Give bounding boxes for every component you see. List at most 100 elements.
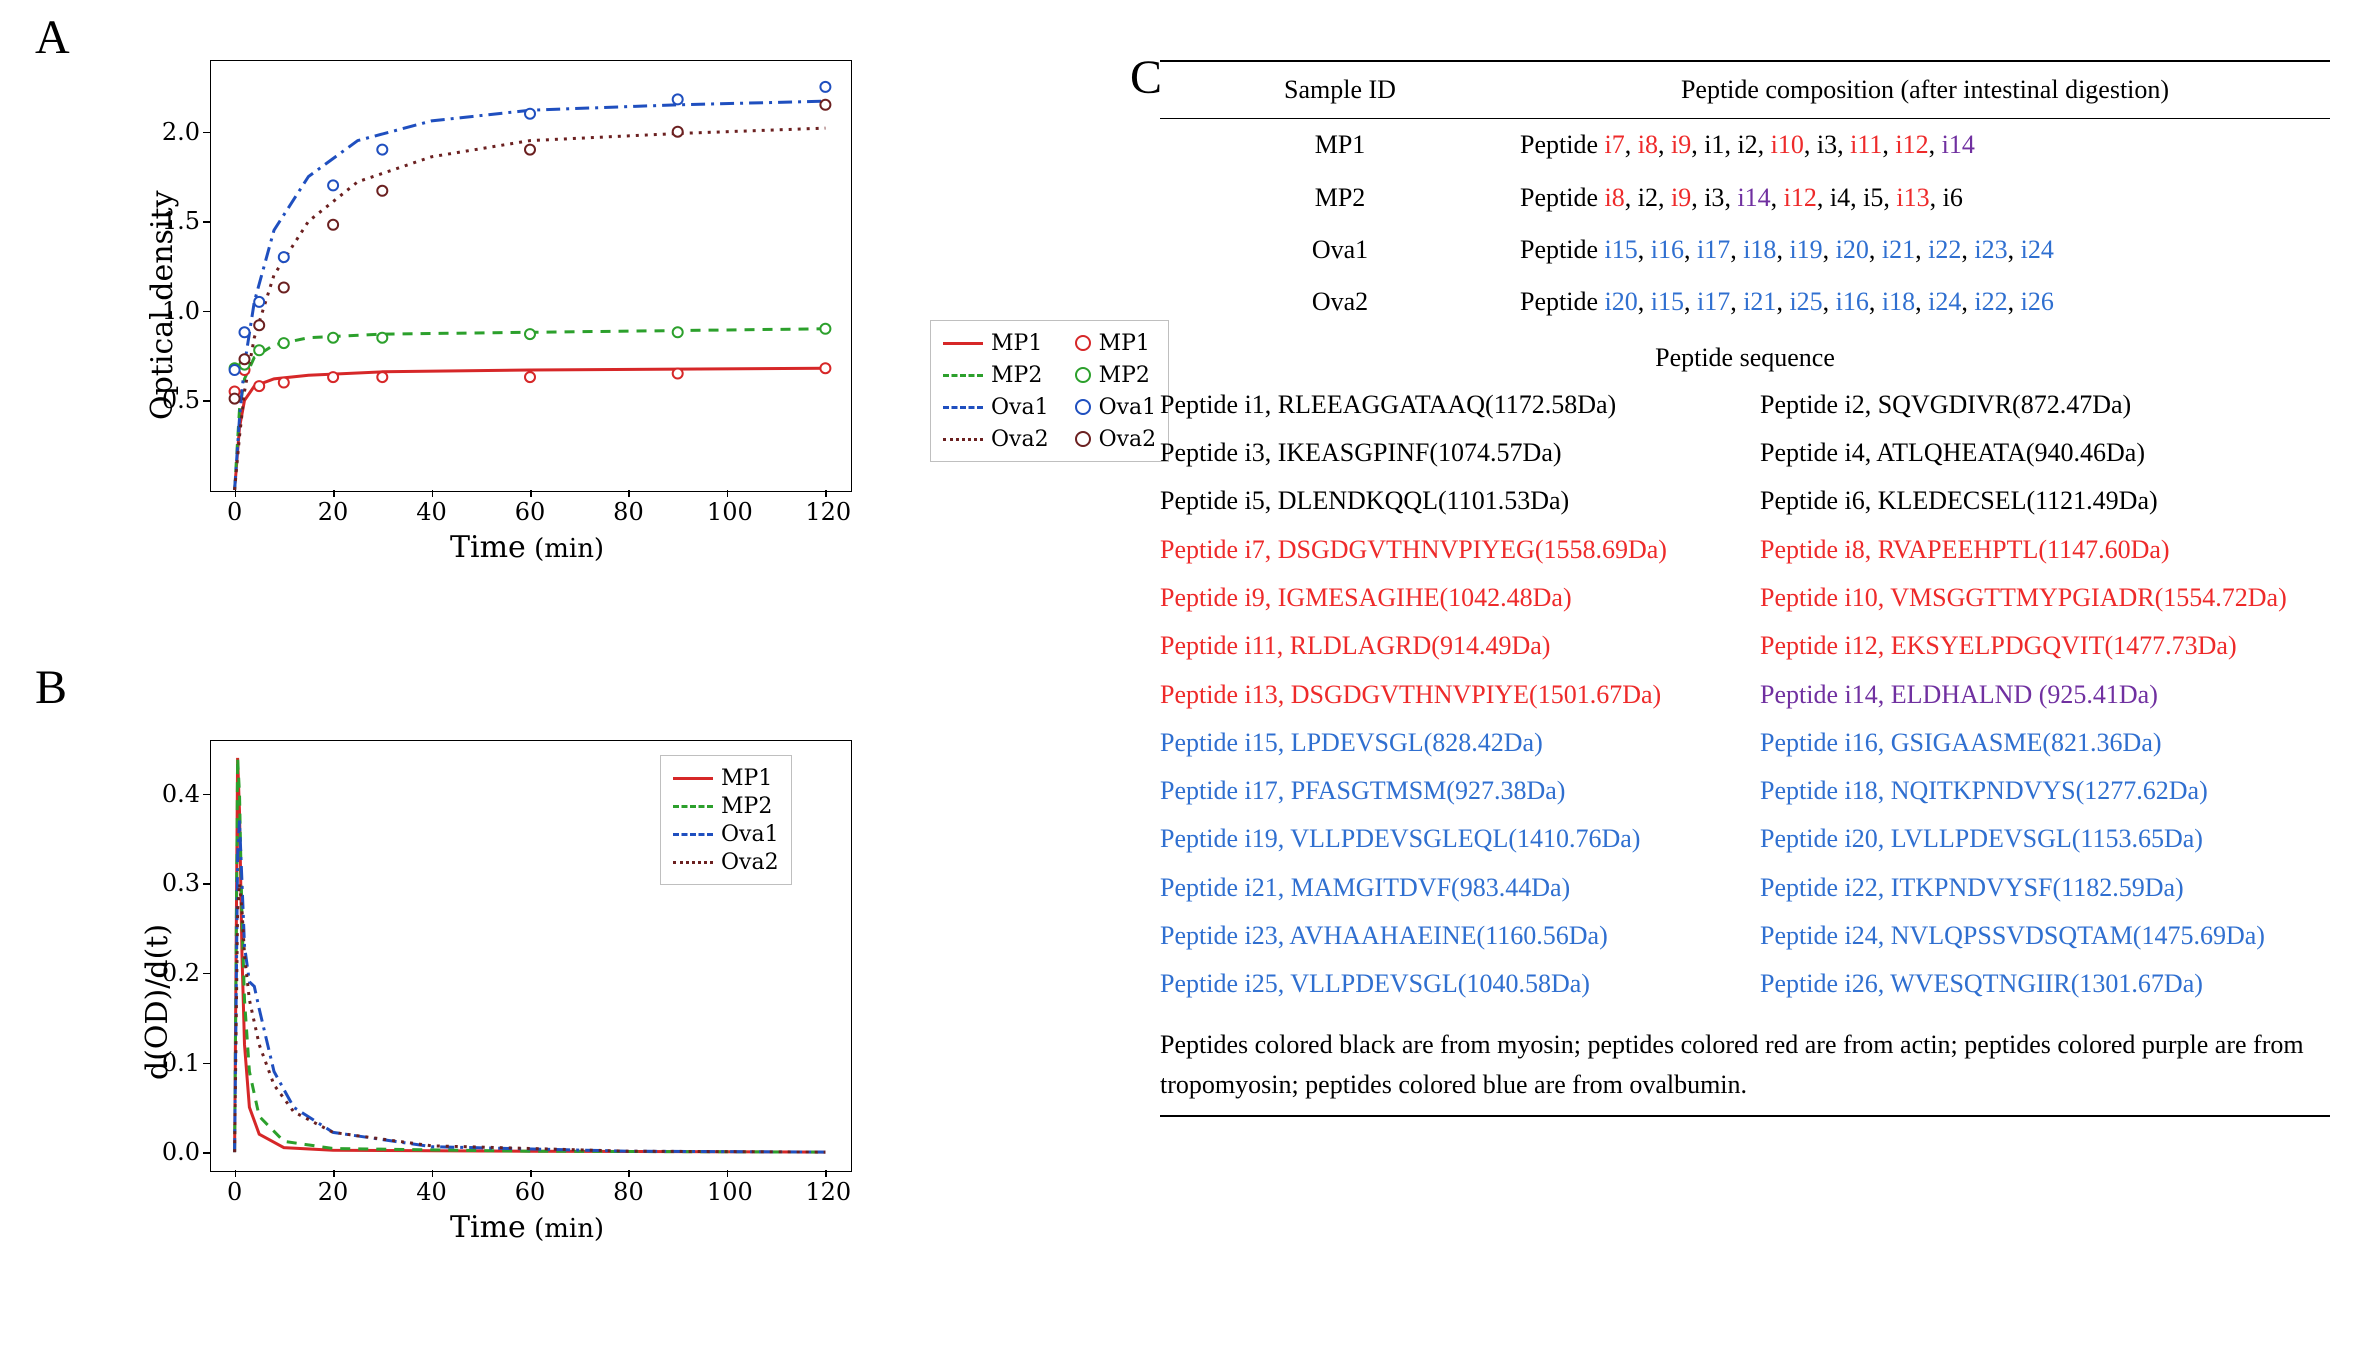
series-point-Ova1 — [525, 109, 535, 119]
sample-id: Ova1 — [1160, 230, 1520, 270]
chart-b: 0204060801001200.00.10.20.30.4 d(OD)/d(t… — [120, 720, 880, 1250]
series-point-MP2 — [673, 327, 683, 337]
series-line-Ova2 — [235, 883, 826, 1152]
legend-marker-MP1: MP1 — [1075, 329, 1157, 357]
legend-line-Ova1: Ova1 — [943, 393, 1049, 421]
peptide-sequence: Peptide i11, RLDLAGRD(914.49Da) — [1160, 626, 1730, 666]
peptide-sequence: Peptide i9, IGMESAGIHE(1042.48Da) — [1160, 578, 1730, 618]
series-line-MP2 — [235, 329, 826, 490]
peptide-sequence: Peptide i4, ATLQHEATA(940.46Da) — [1760, 433, 2330, 473]
series-point-Ova1 — [377, 145, 387, 155]
peptide-composition: Peptide i8, i2, i9, i3, i14, i12, i4, i5… — [1520, 178, 2330, 218]
table-row: Ova1Peptide i15, i16, i17, i18, i19, i20… — [1160, 224, 2330, 276]
peptide-sequence: Peptide i7, DSGDGVTHNVPIYEG(1558.69Da) — [1160, 530, 1730, 570]
peptide-sequence: Peptide i18, NQITKPNDVYS(1277.62Da) — [1760, 771, 2330, 811]
peptide-composition: Peptide i15, i16, i17, i18, i19, i20, i2… — [1520, 230, 2330, 270]
series-line-MP1 — [235, 368, 826, 490]
table-row: MP1Peptide i7, i8, i9, i1, i2, i10, i3, … — [1160, 119, 2330, 171]
series-point-MP2 — [328, 333, 338, 343]
header-col1: Sample ID — [1160, 70, 1520, 110]
series-point-Ova2 — [240, 354, 250, 364]
xtick-label: 40 — [412, 498, 452, 526]
series-point-Ova2 — [525, 145, 535, 155]
chart-b-xlabel: Time (min) — [450, 1210, 604, 1245]
series-point-Ova1 — [230, 365, 240, 375]
panel-label-a: A — [35, 10, 70, 65]
panel-label-c: C — [1130, 50, 1162, 105]
series-line-Ova1 — [235, 101, 826, 490]
chart-a-xlabel: Time (min) — [450, 530, 604, 565]
peptide-sequence: Peptide i5, DLENDKQQL(1101.53Da) — [1160, 481, 1730, 521]
figure-page: A B C 0204060801001200.51.01.52.0 Optica… — [0, 0, 2370, 1349]
xtick-label: 40 — [412, 1178, 452, 1206]
sample-id: Ova2 — [1160, 282, 1520, 322]
xtick-label: 20 — [313, 498, 353, 526]
series-point-Ova2 — [279, 283, 289, 293]
sample-id: MP1 — [1160, 125, 1520, 165]
series-point-Ova2 — [673, 127, 683, 137]
peptide-sequence: Peptide i21, MAMGITDVF(983.44Da) — [1160, 868, 1730, 908]
series-point-MP2 — [279, 338, 289, 348]
series-point-MP1 — [328, 372, 338, 382]
series-point-MP1 — [254, 381, 264, 391]
peptide-sequence: Peptide i26, WVESQTNGIIR(1301.67Da) — [1760, 964, 2330, 1004]
peptide-sequence: Peptide i6, KLEDECSEL(1121.49Da) — [1760, 481, 2330, 521]
series-point-MP1 — [525, 372, 535, 382]
ytick-label: 2.0 — [150, 118, 200, 146]
ytick-label: 0.4 — [150, 780, 200, 808]
xtick-label: 0 — [215, 1178, 255, 1206]
header-col2: Peptide composition (after intestinal di… — [1520, 70, 2330, 110]
legend-line-MP2: MP2 — [943, 361, 1049, 389]
series-point-Ova2 — [820, 100, 830, 110]
legend-marker-Ova1: Ova1 — [1075, 393, 1157, 421]
table-row: MP2Peptide i8, i2, i9, i3, i14, i12, i4,… — [1160, 172, 2330, 224]
series-point-MP2 — [254, 345, 264, 355]
xtick-label: 80 — [608, 1178, 648, 1206]
legend-line-Ova1: Ova1 — [673, 820, 779, 848]
series-point-Ova1 — [240, 327, 250, 337]
series-point-MP2 — [820, 324, 830, 334]
xtick-label: 120 — [805, 1178, 845, 1206]
series-point-MP1 — [820, 363, 830, 373]
panel-c-table: Sample ID Peptide composition (after int… — [1160, 60, 2330, 1117]
table-header: Sample ID Peptide composition (after int… — [1160, 62, 2330, 118]
legend-marker-Ova2: Ova2 — [1075, 425, 1157, 453]
peptide-sequence: Peptide i24, NVLQPSSVDSQTAM(1475.69Da) — [1760, 916, 2330, 956]
peptide-sequence: Peptide i15, LPDEVSGL(828.42Da) — [1160, 723, 1730, 763]
series-point-Ova1 — [820, 82, 830, 92]
legend-line-MP1: MP1 — [943, 329, 1049, 357]
xtick-label: 60 — [510, 1178, 550, 1206]
series-line-Ova2 — [235, 128, 826, 490]
sequence-grid: Peptide i1, RLEEAGGATAAQ(1172.58Da) Pepti… — [1160, 385, 2330, 1015]
ytick-label: 0.0 — [150, 1138, 200, 1166]
legend-line-Ova2: Ova2 — [943, 425, 1049, 453]
series-point-Ova2 — [230, 394, 240, 404]
series-point-Ova1 — [254, 297, 264, 307]
peptide-sequence: Peptide i20, LVLLPDEVSGL(1153.65Da) — [1760, 819, 2330, 859]
table-row: Ova2Peptide i20, i15, i17, i21, i25, i16… — [1160, 276, 2330, 328]
xtick-label: 100 — [707, 498, 747, 526]
chart-a-legend: MP1MP2Ova1Ova2MP1MP2Ova1Ova2 — [930, 320, 1169, 462]
xtick-label: 120 — [805, 498, 845, 526]
sequence-title: Peptide sequence — [1160, 328, 2330, 384]
peptide-sequence: Peptide i13, DSGDGVTHNVPIYE(1501.67Da) — [1160, 675, 1730, 715]
chart-a-svg — [210, 60, 850, 490]
series-point-Ova1 — [279, 252, 289, 262]
legend-line-Ova2: Ova2 — [673, 848, 779, 876]
peptide-sequence: Peptide i12, EKSYELPDGQVIT(1477.73Da) — [1760, 626, 2330, 666]
peptide-sequence: Peptide i1, RLEEAGGATAAQ(1172.58Da) — [1160, 385, 1730, 425]
peptide-sequence: Peptide i16, GSIGAASME(821.36Da) — [1760, 723, 2330, 763]
peptide-composition: Peptide i20, i15, i17, i21, i25, i16, i1… — [1520, 282, 2330, 322]
peptide-sequence: Peptide i8, RVAPEEHPTL(1147.60Da) — [1760, 530, 2330, 570]
series-point-Ova2 — [377, 186, 387, 196]
peptide-sequence: Peptide i23, AVHAAHAEINE(1160.56Da) — [1160, 916, 1730, 956]
series-point-MP2 — [525, 329, 535, 339]
peptide-sequence: Peptide i3, IKEASGPINF(1074.57Da) — [1160, 433, 1730, 473]
series-point-MP1 — [377, 372, 387, 382]
chart-a-ylabel: Optical density — [145, 190, 180, 420]
panel-c: Sample ID Peptide composition (after int… — [1160, 60, 2330, 1117]
series-point-Ova1 — [673, 94, 683, 104]
series-point-MP1 — [673, 369, 683, 379]
panel-label-b: B — [35, 660, 67, 715]
peptide-sequence: Peptide i10, VMSGGTTMYPGIADR(1554.72Da) — [1760, 578, 2330, 618]
